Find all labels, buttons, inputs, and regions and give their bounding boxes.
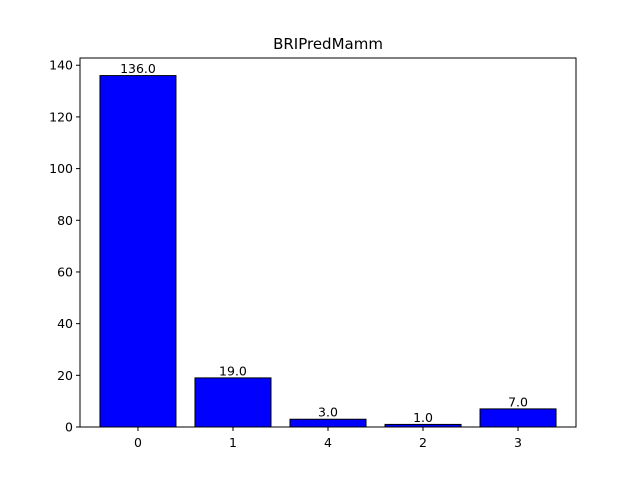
x-tick-label: 2 — [419, 435, 427, 450]
x-axis: 0 1 4 2 3 — [134, 427, 522, 450]
bar-labels: 136.0 19.0 3.0 1.0 7.0 — [120, 61, 528, 425]
plot-frame — [79, 57, 577, 428]
bar-value-label: 19.0 — [219, 363, 247, 378]
bar-value-label: 1.0 — [413, 410, 433, 425]
bar-value-label: 7.0 — [508, 394, 528, 409]
bars — [99, 75, 557, 428]
bar — [194, 377, 272, 428]
y-tick-label: 120 — [49, 109, 73, 124]
y-tick-label: 0 — [65, 420, 73, 435]
y-axis: 0 20 40 60 80 100 120 140 — [49, 58, 80, 435]
bar — [289, 418, 367, 428]
bar — [479, 408, 557, 428]
y-tick-label: 20 — [57, 368, 73, 383]
x-tick-label: 0 — [134, 435, 142, 450]
bar-value-label: 3.0 — [318, 405, 338, 420]
x-tick-label: 1 — [229, 435, 237, 450]
y-tick-label: 100 — [49, 161, 73, 176]
y-tick-label: 40 — [57, 316, 73, 331]
y-tick-label: 60 — [57, 264, 73, 279]
y-tick-label: 80 — [57, 213, 73, 228]
bar-value-label: 136.0 — [120, 61, 156, 76]
x-tick-label: 3 — [514, 435, 522, 450]
chart-title: BRIPredMamm — [273, 35, 383, 53]
x-tick-label: 4 — [324, 435, 332, 450]
bar — [99, 75, 177, 428]
y-tick-label: 140 — [49, 58, 73, 73]
